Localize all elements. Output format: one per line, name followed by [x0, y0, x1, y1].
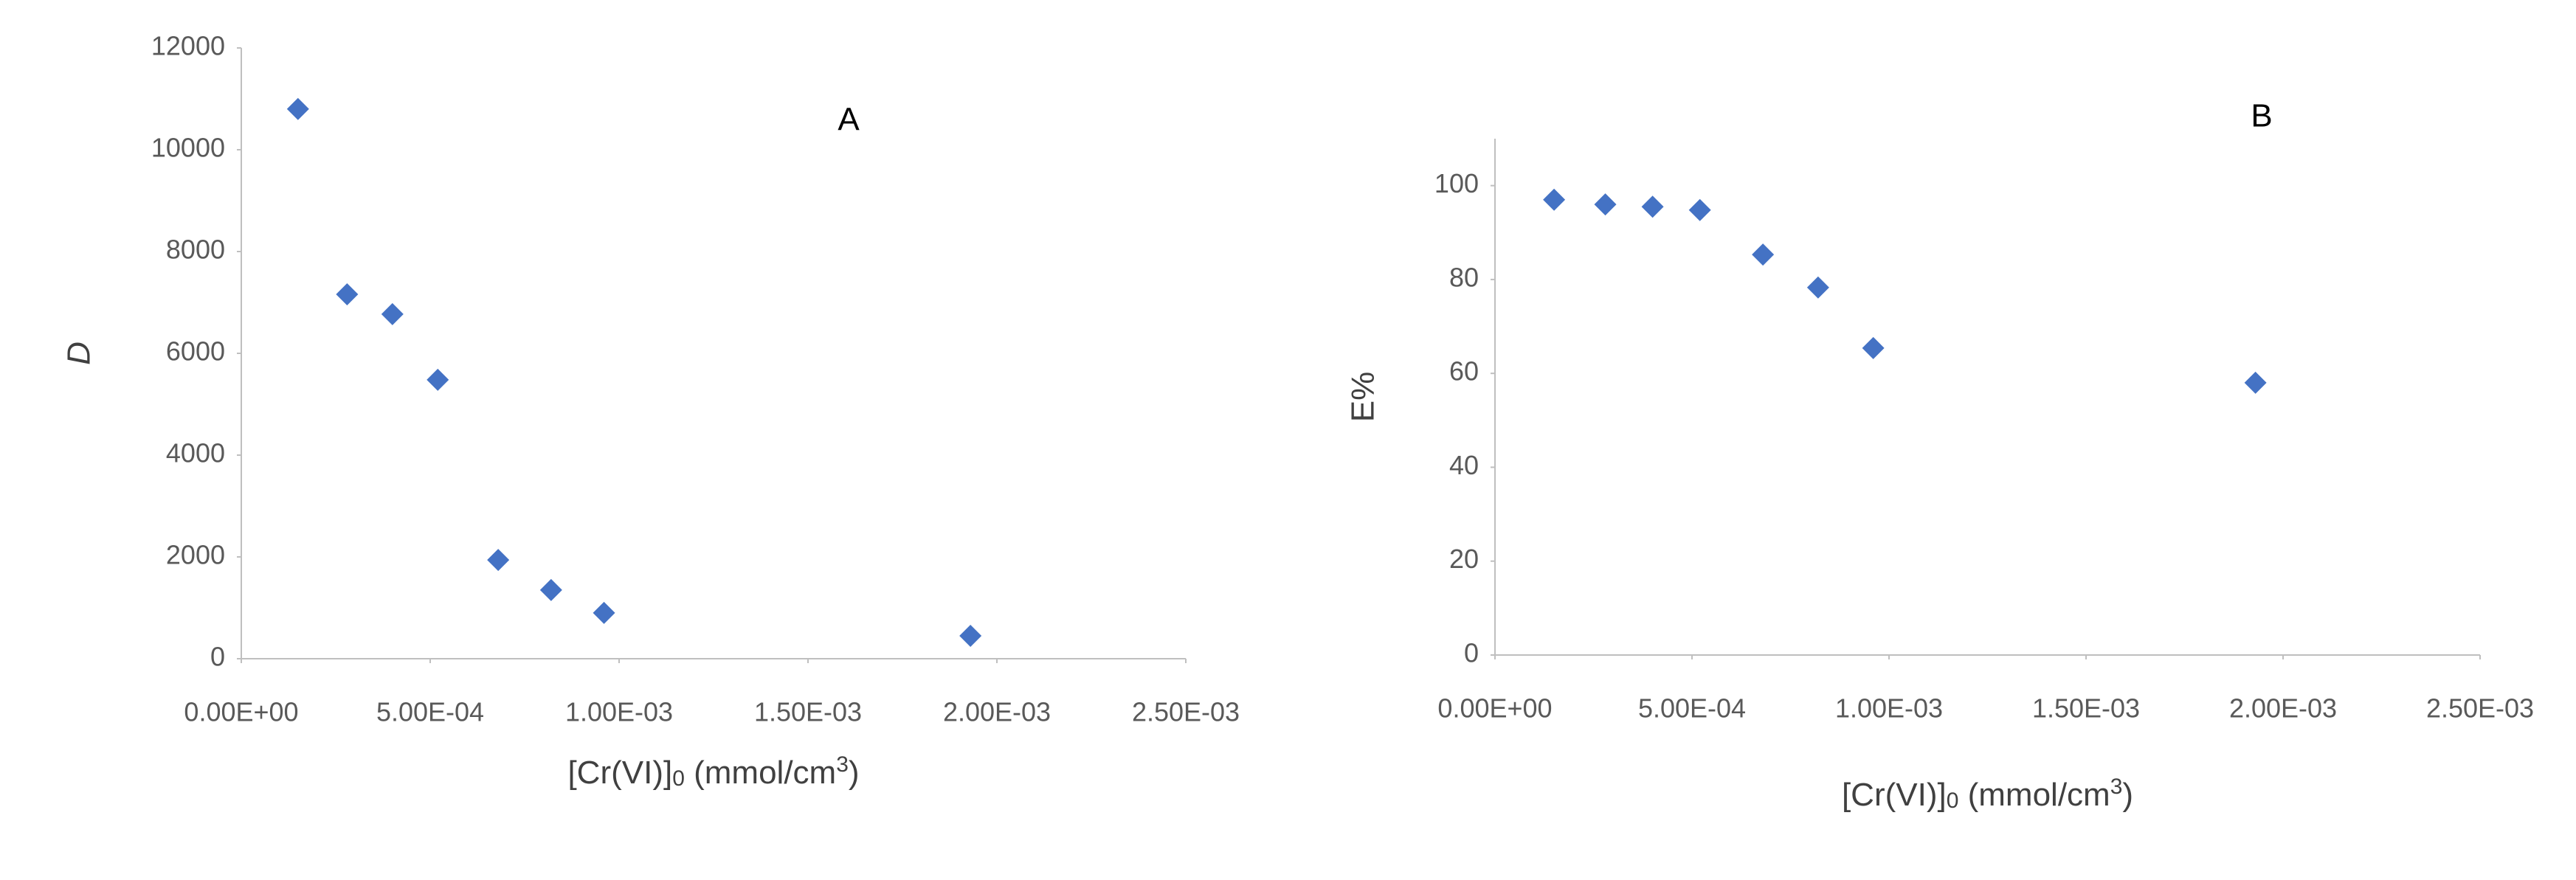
data-point [2244, 371, 2267, 394]
x-tick-label: 2.50E-03 [1132, 697, 1240, 727]
y-axis-title: E% [1345, 372, 1381, 422]
data-point [539, 578, 562, 601]
x-axis-title-part: 0 [672, 766, 685, 791]
x-tick-label: 1.00E-03 [1835, 693, 1943, 724]
x-tick-label: 0.00E+00 [1437, 693, 1552, 724]
data-point [1641, 195, 1664, 218]
panel-label: B [2251, 98, 2272, 134]
x-tick-label: 0.00E+00 [184, 697, 298, 727]
x-axis-title: [Cr(VI)]0 (mmol/cm3) [567, 752, 859, 791]
y-tick-label: 0 [1464, 638, 1479, 668]
y-tick-label: 0 [210, 642, 225, 672]
y-tick-label: 12000 [151, 31, 225, 61]
x-axis-title-part: (mmol/cm [1958, 777, 2110, 813]
y-tick-label: 4000 [166, 438, 225, 468]
y-tick-label: 40 [1449, 450, 1479, 480]
data-point [593, 601, 615, 624]
y-tick-label: 6000 [166, 336, 225, 367]
data-point [381, 302, 404, 325]
data-point [487, 549, 510, 572]
data-point [1688, 198, 1711, 221]
x-tick-label: 1.50E-03 [754, 697, 862, 727]
y-tick-label: 100 [1434, 168, 1479, 198]
x-tick-label: 1.50E-03 [2032, 693, 2140, 724]
data-point [286, 97, 309, 120]
y-tick-label: 80 [1449, 262, 1479, 292]
x-axis-title-part: 3 [836, 752, 849, 777]
data-point [427, 368, 449, 391]
x-tick-label: 2.50E-03 [2426, 693, 2534, 724]
data-point [1752, 243, 1775, 266]
y-tick-label: 10000 [151, 133, 225, 163]
x-axis-title-part: ) [2122, 777, 2133, 813]
chart: 0 2000 4000 6000 8000 10000 12000 0.00E+00 5.00E… [61, 31, 1240, 791]
x-tick-label: 1.00E-03 [565, 697, 673, 727]
x-axis-title-part: (mmol/cm [685, 755, 836, 791]
x-tick-label: 5.00E-04 [1638, 693, 1746, 724]
y-axis-title: D [61, 342, 97, 365]
data-point [1594, 193, 1617, 216]
data-point [1862, 336, 1885, 359]
panel-label: A [838, 102, 860, 138]
data-point [336, 283, 359, 305]
y-tick-label: 20 [1449, 544, 1479, 574]
x-axis-title-part: ) [849, 755, 860, 791]
chart: 0 20 40 60 80 100 0.00E+00 5.00E-04 1.00E-03 1.50… [1345, 98, 2534, 814]
x-tick-label: 5.00E-04 [376, 697, 484, 727]
x-axis-title: [Cr(VI)]0 (mmol/cm3) [1842, 775, 2133, 814]
data-point [1543, 188, 1566, 211]
x-axis-title-part: 0 [1947, 789, 1959, 813]
y-tick-label: 2000 [166, 540, 225, 570]
data-point [959, 624, 982, 647]
x-tick-label: 2.00E-03 [943, 697, 1051, 727]
x-axis-title-part: [Cr(VI)] [1842, 777, 1947, 813]
y-tick-label: 60 [1449, 356, 1479, 387]
x-tick-label: 2.00E-03 [2229, 693, 2337, 724]
data-point [1806, 276, 1829, 299]
x-axis-title-part: 3 [2110, 775, 2123, 799]
x-axis-title-part: [Cr(VI)] [567, 755, 672, 791]
y-tick-label: 8000 [166, 235, 225, 265]
